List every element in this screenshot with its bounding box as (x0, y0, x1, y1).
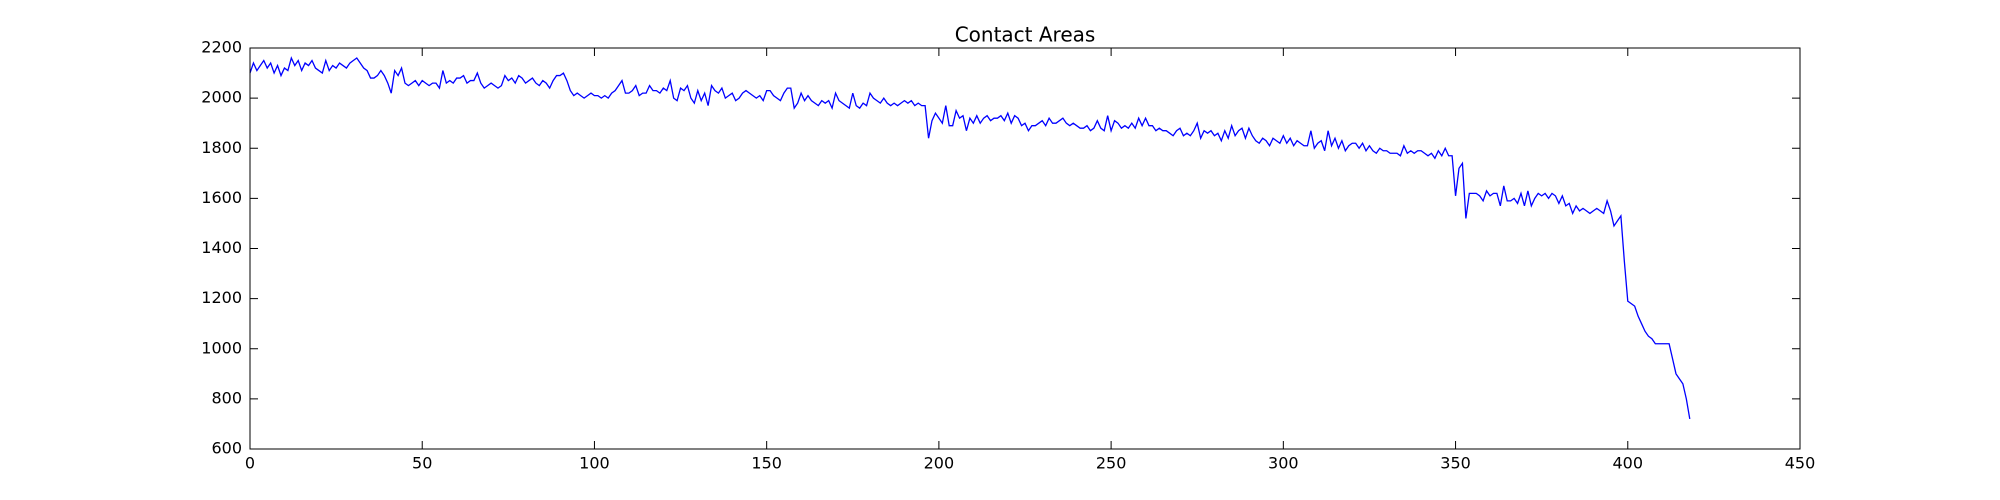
x-tick-label: 50 (412, 454, 432, 473)
data-line (249, 56, 1691, 420)
x-tick-label: 350 (1440, 454, 1471, 473)
y-tick-label: 1400 (201, 238, 242, 257)
x-tick-label: 250 (1096, 454, 1127, 473)
x-tick-label: 150 (751, 454, 782, 473)
plot-frame (249, 47, 1801, 450)
chart-title: Contact Areas (955, 23, 1096, 47)
x-tick-label: 450 (1785, 454, 1816, 473)
x-tick-label: 200 (924, 454, 955, 473)
y-tick-label: 1800 (201, 138, 242, 157)
x-tick-label: 400 (1613, 454, 1644, 473)
x-tick-label: 0 (245, 454, 255, 473)
x-tick-label: 100 (579, 454, 610, 473)
y-tick-label: 2000 (201, 88, 242, 107)
y-tick-label: 1600 (201, 188, 242, 207)
y-tick-label: 600 (211, 439, 242, 458)
y-tick-label: 1200 (201, 288, 242, 307)
y-tick-label: 2200 (201, 38, 242, 57)
y-tick-label: 800 (211, 388, 242, 407)
y-tick-label: 1000 (201, 338, 242, 357)
x-tick-label: 300 (1268, 454, 1299, 473)
